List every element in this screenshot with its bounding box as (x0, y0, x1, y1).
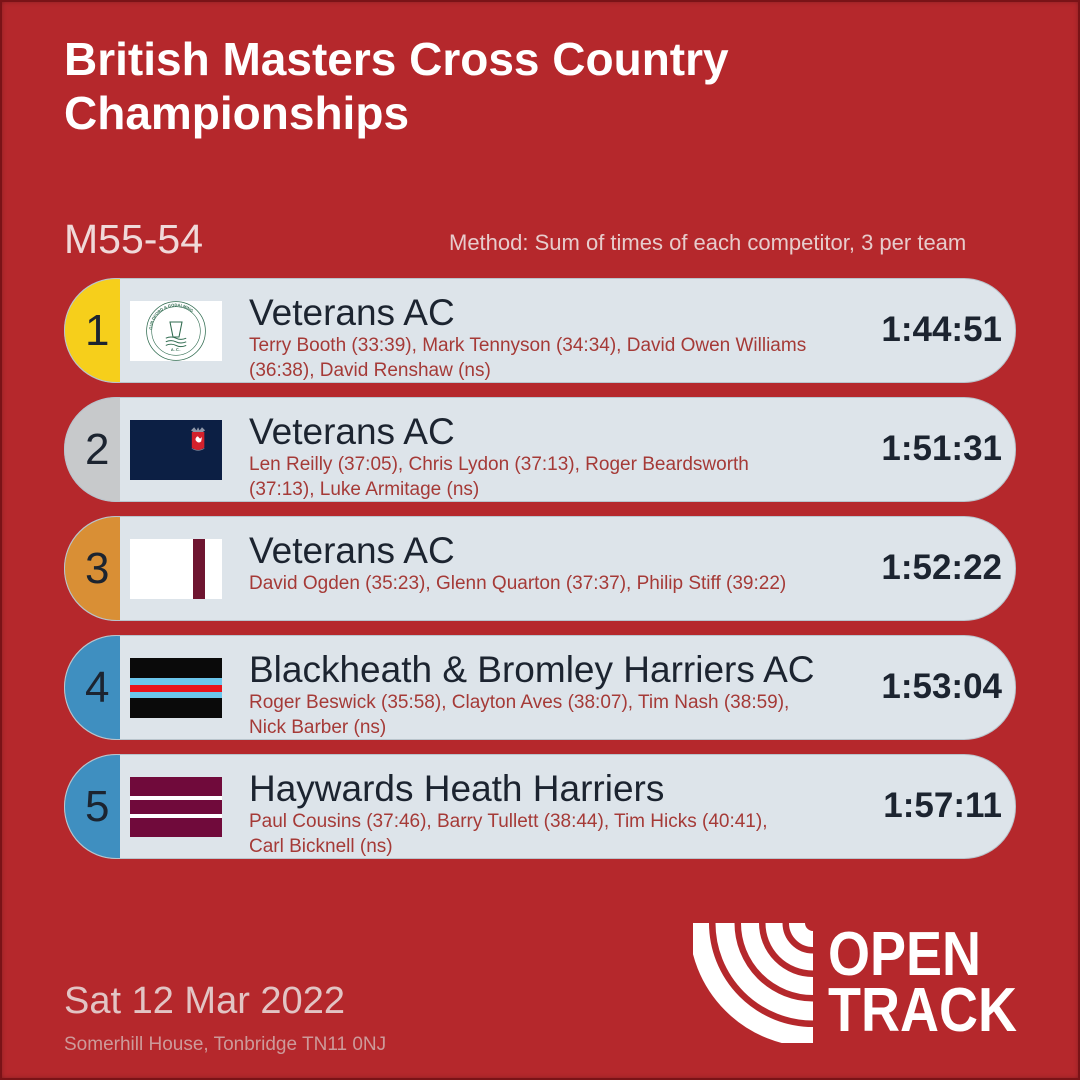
svg-text:A.C.: A.C. (171, 348, 181, 353)
